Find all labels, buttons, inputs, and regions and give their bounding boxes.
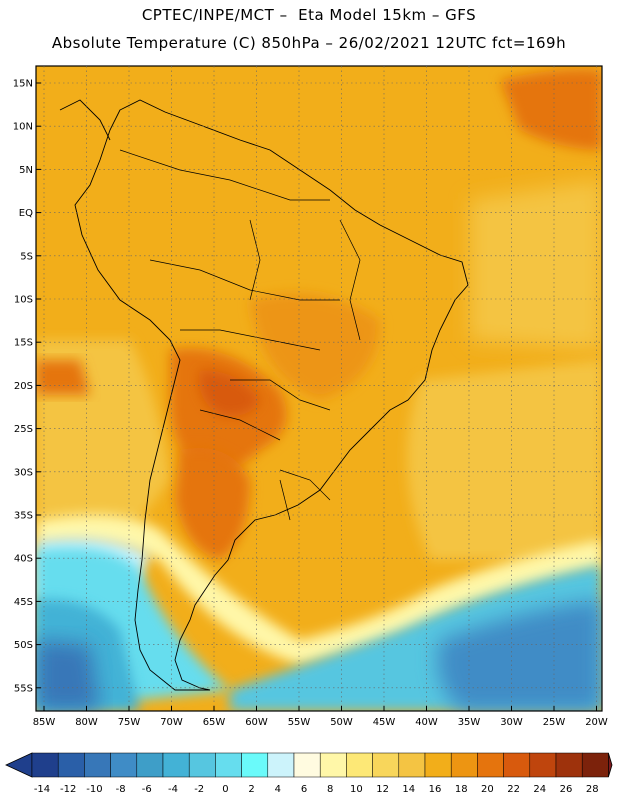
lat-tick-label: 10N bbox=[13, 122, 33, 133]
legend-level-label: 28 bbox=[586, 784, 599, 795]
legend-swatch bbox=[110, 752, 138, 778]
lon-tick-label: 75W bbox=[118, 717, 141, 728]
legend-swatch bbox=[319, 752, 347, 778]
legend-level-label: -6 bbox=[142, 784, 152, 795]
plot-frame bbox=[35, 65, 603, 712]
legend-swatch bbox=[477, 752, 504, 778]
lat-tick-label: 55S bbox=[14, 683, 33, 694]
legend-level-label: -4 bbox=[168, 784, 178, 795]
lon-tick-label: 30W bbox=[500, 717, 523, 728]
lon-tick-label: 65W bbox=[203, 717, 226, 728]
legend-level-label: 22 bbox=[507, 784, 520, 795]
lon-tick-label: 25W bbox=[543, 717, 566, 728]
legend-level-label: -8 bbox=[116, 784, 126, 795]
color-scale-legend: -14 -12 -10 -8 -6 -4 -2 0 2 4 6 8 10 12 14 16 18 20 22 24 26… bbox=[5, 752, 613, 795]
legend-level-label: 12 bbox=[376, 784, 389, 795]
legend-level-label: 2 bbox=[248, 784, 254, 795]
legend-swatch bbox=[555, 752, 583, 778]
lat-tick-label: 40S bbox=[14, 554, 33, 565]
map-title: CPTEC/INPE/MCT – Eta Model 15km – GFS bbox=[141, 6, 477, 24]
map-subtitle: Absolute Temperature (C) 850hPa – 26/02/… bbox=[51, 34, 567, 52]
legend-level-label: 24 bbox=[533, 784, 546, 795]
legend-swatch bbox=[241, 752, 269, 778]
lon-tick-label: 60W bbox=[245, 717, 268, 728]
lon-tick-label: 45W bbox=[373, 717, 396, 728]
lat-tick-label: 15N bbox=[13, 79, 33, 90]
legend-swatch bbox=[188, 752, 216, 778]
legend-swatch bbox=[31, 752, 59, 778]
lon-tick-label: 35W bbox=[458, 717, 481, 728]
legend-swatch bbox=[162, 752, 190, 778]
lat-tick-label: 15S bbox=[14, 338, 33, 349]
lat-tick-label: 50S bbox=[14, 640, 33, 651]
lon-tick-label: 70W bbox=[160, 717, 183, 728]
legend-arrow-low bbox=[5, 752, 33, 778]
legend-swatch bbox=[136, 752, 164, 778]
legend-level-label: -10 bbox=[86, 784, 102, 795]
legend-swatch bbox=[398, 752, 426, 778]
legend-swatch bbox=[581, 752, 609, 778]
lat-tick-label: EQ bbox=[19, 208, 33, 219]
legend-level-label: -14 bbox=[34, 784, 50, 795]
longitude-axis: 85W 80W 75W 70W 65W 60W 55W 50W 45W 40W 35W 30W 25W 2… bbox=[33, 706, 608, 728]
legend-level-label: 6 bbox=[301, 784, 307, 795]
legend-level-label: 14 bbox=[402, 784, 415, 795]
lon-tick-label: 40W bbox=[415, 717, 438, 728]
legend-swatch bbox=[372, 752, 400, 778]
legend-swatch bbox=[529, 752, 557, 778]
lat-tick-label: 35S bbox=[14, 511, 33, 522]
lon-tick-label: 50W bbox=[330, 717, 353, 728]
lat-tick-label: 20S bbox=[14, 381, 33, 392]
temperature-field bbox=[36, 66, 602, 711]
legend-swatch bbox=[346, 752, 373, 778]
legend-level-label: 0 bbox=[222, 784, 228, 795]
lon-tick-label: 80W bbox=[75, 717, 98, 728]
legend-swatch bbox=[293, 752, 321, 778]
lon-tick-label: 20W bbox=[585, 717, 608, 728]
legend-level-label: 4 bbox=[275, 784, 281, 795]
legend-level-label: 16 bbox=[429, 784, 442, 795]
lat-tick-label: 45S bbox=[14, 597, 33, 608]
legend-level-label: 20 bbox=[481, 784, 494, 795]
legend-level-label: 18 bbox=[455, 784, 468, 795]
legend-swatch bbox=[215, 752, 242, 778]
legend-level-label: 8 bbox=[327, 784, 333, 795]
coastline-outline bbox=[59, 99, 469, 691]
lat-tick-label: 5S bbox=[20, 251, 33, 262]
legend-level-label: 10 bbox=[350, 784, 363, 795]
legend-swatch bbox=[84, 752, 111, 778]
country-borders bbox=[119, 149, 361, 521]
lon-tick-label: 55W bbox=[288, 717, 311, 728]
lat-tick-label: 5N bbox=[19, 165, 33, 176]
lat-tick-label: 25S bbox=[14, 424, 33, 435]
legend-swatch bbox=[450, 752, 478, 778]
legend-swatch bbox=[267, 752, 295, 778]
legend-level-label: 26 bbox=[560, 784, 573, 795]
lat-tick-label: 30S bbox=[14, 467, 33, 478]
lat-tick-label: 10S bbox=[14, 295, 33, 306]
legend-swatch bbox=[57, 752, 85, 778]
latitude-axis: 15N 10N 5N EQ 5S 10S 15S 20S 25S 30S 35S 40S 45S 50S 5… bbox=[13, 79, 41, 694]
legend-swatch bbox=[424, 752, 452, 778]
lon-tick-label: 85W bbox=[33, 717, 56, 728]
legend-arrow-high bbox=[608, 752, 613, 778]
legend-level-label: -2 bbox=[194, 784, 204, 795]
legend-level-label: -12 bbox=[60, 784, 76, 795]
legend-swatch bbox=[503, 752, 531, 778]
